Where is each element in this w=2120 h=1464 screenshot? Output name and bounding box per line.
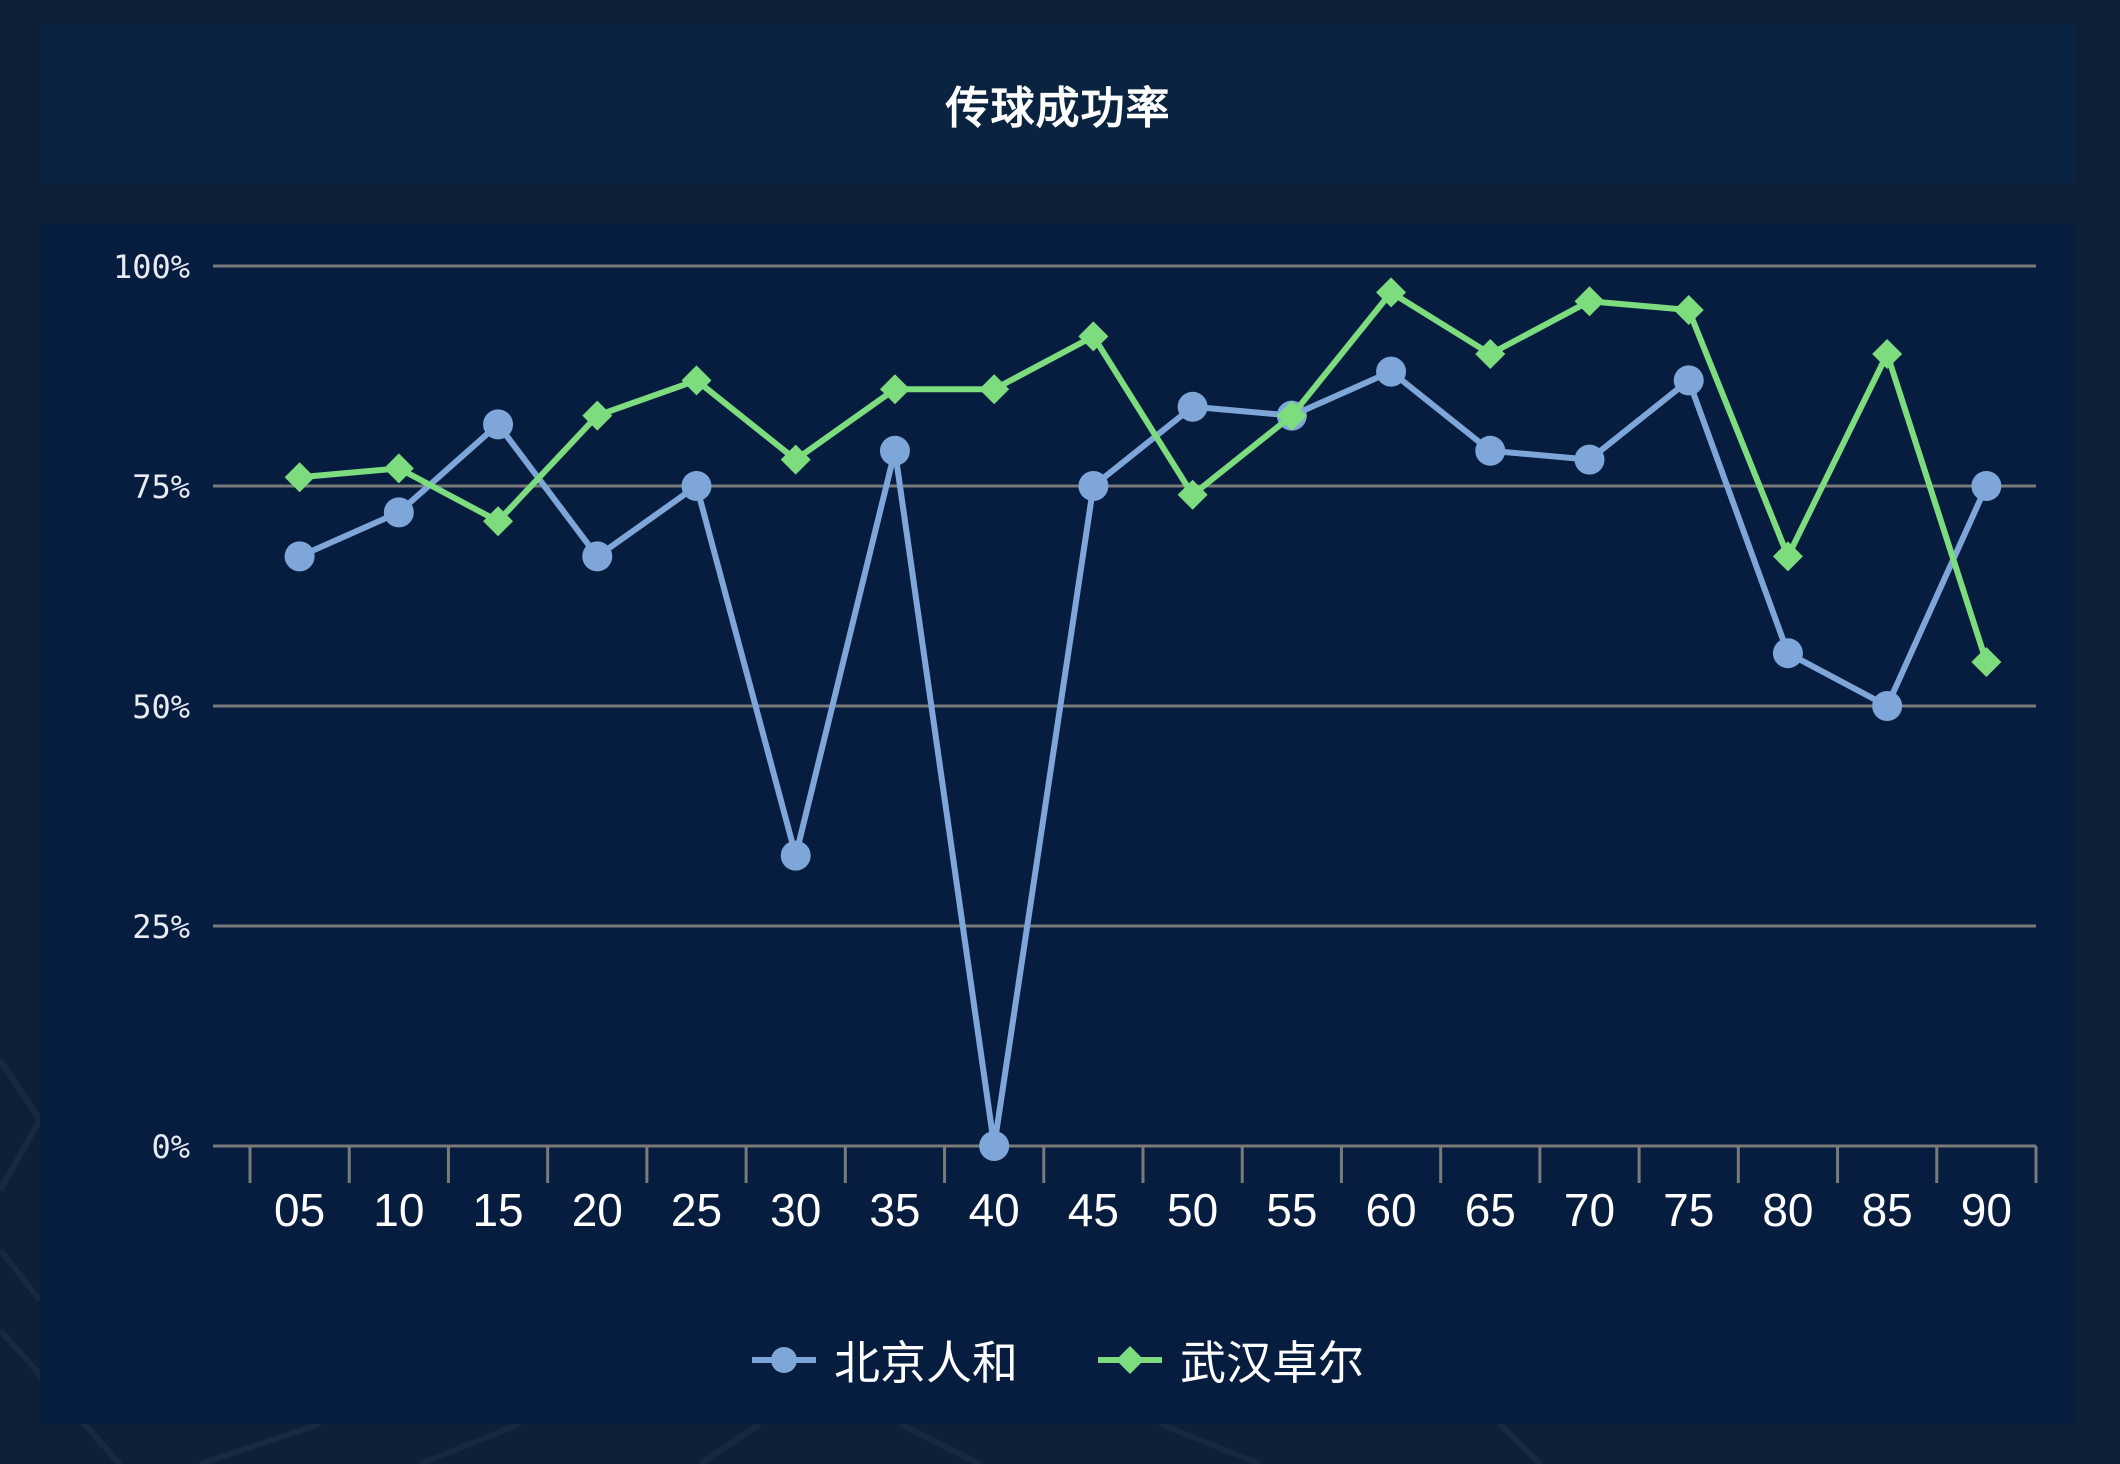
data-point-diamond[interactable] [284, 462, 315, 493]
circle-marker-icon [752, 1347, 816, 1373]
x-tick-label: 85 [1862, 1184, 1913, 1236]
x-tick-label: 90 [1961, 1184, 2012, 1236]
data-point-circle[interactable] [1078, 471, 1109, 501]
series-wuhan [284, 277, 2002, 677]
data-point-diamond[interactable] [1078, 321, 1109, 352]
data-point-circle[interactable] [483, 409, 514, 440]
data-point-circle[interactable] [879, 435, 910, 466]
y-tick-label: 100% [113, 248, 190, 286]
data-point-diamond[interactable] [582, 400, 613, 431]
x-tick-label: 80 [1762, 1184, 1813, 1236]
series-line [298, 368, 1990, 1149]
data-point-diamond[interactable] [780, 444, 811, 475]
data-point-diamond[interactable] [483, 506, 514, 537]
data-point-diamond[interactable] [1772, 541, 1803, 572]
x-tick-label: 65 [1465, 1184, 1516, 1236]
data-point-circle[interactable] [1872, 691, 1903, 721]
x-tick-label: 30 [770, 1184, 821, 1236]
x-tick-label: 60 [1365, 1184, 1416, 1236]
data-point-diamond[interactable] [1276, 400, 1307, 431]
data-point-circle[interactable] [1772, 638, 1803, 669]
chart-panel: 0% 25% 50% 75% 100% 05 10 15 20 25 30 35 40 45 50 55 60… [40, 224, 2076, 1424]
legend-item-wuhan[interactable]: 武汉卓尔 [1098, 1327, 1364, 1393]
data-point-diamond[interactable] [1376, 277, 1407, 308]
data-point-diamond[interactable] [1475, 339, 1506, 369]
data-point-diamond[interactable] [1872, 339, 1903, 369]
legend-item-beijing[interactable]: 北京人和 [752, 1327, 1018, 1393]
data-point-diamond[interactable] [681, 365, 712, 396]
series-layer [284, 277, 2002, 1161]
y-tick-label: 0% [151, 1128, 190, 1166]
x-tick-label: 25 [671, 1184, 722, 1236]
data-point-circle[interactable] [582, 541, 613, 572]
data-point-circle[interactable] [383, 497, 414, 528]
chart-title: 传球成功率 [945, 82, 1171, 134]
data-point-diamond[interactable] [1574, 286, 1605, 317]
data-point-circle[interactable] [1475, 435, 1506, 466]
data-point-circle[interactable] [1177, 391, 1208, 422]
data-point-circle[interactable] [681, 471, 712, 501]
x-tick-label: 35 [869, 1184, 920, 1236]
x-tick-label: 50 [1167, 1184, 1218, 1236]
legend-label: 北京人和 [834, 1336, 1018, 1390]
legend: 北京人和 武汉卓尔 [40, 1328, 2076, 1392]
data-point-diamond[interactable] [979, 374, 1010, 405]
data-point-diamond[interactable] [1177, 479, 1208, 510]
data-point-circle[interactable] [1673, 365, 1704, 396]
data-point-circle[interactable] [1376, 356, 1407, 387]
y-tick-label: 25% [132, 908, 190, 946]
y-tick-label: 50% [132, 688, 190, 726]
legend-label: 武汉卓尔 [1180, 1336, 1364, 1390]
data-point-circle[interactable] [979, 1131, 1010, 1161]
y-axis-labels: 0% 25% 50% 75% 100% [113, 248, 190, 1166]
series-line [299, 289, 1990, 663]
x-axis: 05 10 15 20 25 30 35 40 45 50 55 60 65 70 75 80 85 90 [248, 1146, 2038, 1236]
y-tick-label: 75% [132, 468, 190, 506]
x-tick-label: 10 [373, 1184, 424, 1236]
x-tick-label: 75 [1663, 1184, 1714, 1236]
data-point-circle[interactable] [284, 541, 315, 572]
x-tick-label: 70 [1564, 1184, 1615, 1236]
data-point-circle[interactable] [1971, 471, 2002, 501]
x-tick-label: 15 [472, 1184, 523, 1236]
data-point-diamond[interactable] [1971, 647, 2002, 677]
data-point-circle[interactable] [780, 840, 811, 871]
x-tick-label: 45 [1068, 1184, 1119, 1236]
x-tick-label: 20 [572, 1184, 623, 1236]
x-tick-label: 55 [1266, 1184, 1317, 1236]
data-point-diamond[interactable] [1673, 295, 1704, 325]
diamond-marker-icon [1098, 1346, 1162, 1374]
x-tick-label: 05 [274, 1184, 325, 1236]
data-point-diamond[interactable] [383, 453, 414, 484]
data-point-diamond[interactable] [879, 374, 910, 405]
title-panel: 传球成功率 [40, 24, 2076, 183]
x-tick-label: 40 [969, 1184, 1020, 1236]
gridlines [213, 264, 2036, 1148]
data-point-circle[interactable] [1574, 444, 1605, 475]
line-chart: 0% 25% 50% 75% 100% 05 10 15 20 25 30 35 40 45 50 55 60… [113, 248, 2038, 1236]
